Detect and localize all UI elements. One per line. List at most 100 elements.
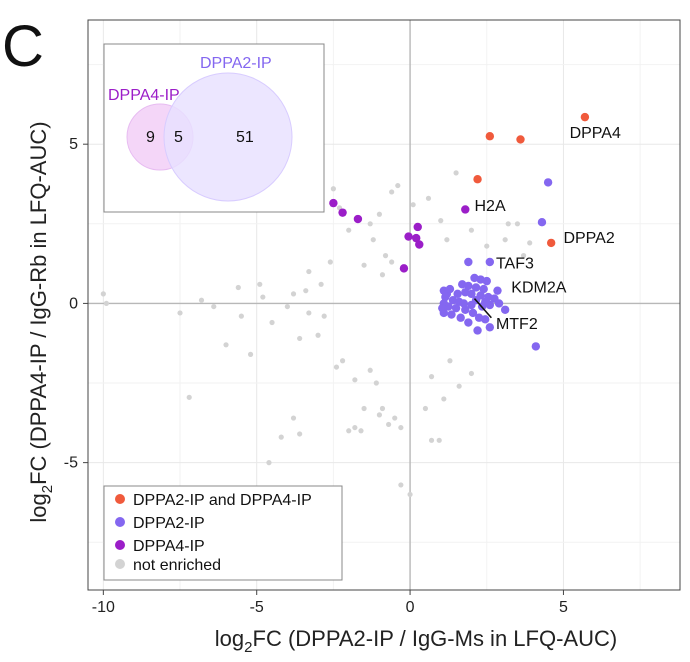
point-not_enriched [177, 310, 183, 316]
point-not_enriched [367, 221, 373, 227]
data-points [100, 112, 590, 498]
legend-label-both: DPPA2-IP and DPPA4-IP [133, 492, 312, 509]
venn-count-dppa2-only: 51 [236, 129, 254, 146]
point-not_enriched [327, 259, 333, 265]
point-not_enriched [318, 281, 324, 287]
point-dppa2 [464, 318, 473, 327]
point-dppa2 [438, 303, 447, 313]
point-not_enriched [376, 211, 382, 217]
legend-label-dppa2: DPPA2-IP [133, 515, 205, 532]
legend-frame [103, 485, 343, 581]
point-not_enriched [223, 342, 229, 348]
point-dppa2 [441, 292, 450, 302]
point-not_enriched [257, 281, 263, 287]
point-dppa2 [458, 280, 467, 289]
point-dppa4 [412, 233, 421, 243]
point-not_enriched [247, 351, 254, 357]
point-dppa4 [353, 214, 363, 224]
point-dppa2 [445, 284, 455, 294]
point-not_enriched [297, 431, 303, 437]
point-dppa2 [481, 315, 490, 324]
point-not_enriched [367, 367, 373, 373]
point-not_enriched [358, 428, 364, 434]
point-label: KDM2A [511, 279, 566, 296]
x-tick-label: -5 [250, 599, 264, 616]
point-not_enriched [410, 202, 416, 208]
point-dppa2 [485, 257, 495, 267]
x-tick-labels: -10 -5 0 5 [92, 599, 568, 616]
point-not_enriched [382, 253, 389, 259]
venn-circle-dppa2 [163, 72, 293, 202]
venn-title-dppa2: DPPA2-IP [200, 55, 272, 72]
point-dppa2 [543, 178, 553, 187]
point-dppa4 [329, 198, 338, 208]
point-not_enriched [303, 288, 309, 294]
venn-title-dppa4: DPPA4-IP [108, 87, 180, 104]
point-not_enriched [346, 428, 352, 434]
point-not_enriched [456, 383, 462, 389]
point-not_enriched [505, 221, 511, 227]
point-not_enriched [444, 237, 450, 243]
point-dppa2 [485, 323, 495, 332]
point-not_enriched [284, 303, 290, 310]
legend-marker-dppa4 [115, 540, 125, 550]
point-dppa2 [464, 257, 473, 267]
venn-count-dppa4-only: 9 [146, 129, 155, 146]
point-not_enriched [235, 284, 241, 291]
point-not_enriched [266, 460, 272, 466]
point-dppa4 [461, 205, 470, 214]
point-not_enriched [453, 170, 459, 176]
label-leader [473, 298, 492, 319]
axis-ticks [83, 143, 564, 595]
y-axis-title-rest: FC (DPPA4-IP / IgG-Rb in LFQ-AUC) [26, 121, 51, 484]
point-not_enriched [352, 377, 358, 383]
point-dppa2 [531, 342, 541, 351]
point-not_enriched [428, 437, 435, 443]
point-not_enriched [370, 237, 376, 243]
point-not_enriched [436, 437, 442, 443]
point-dppa2 [451, 303, 461, 313]
point-not_enriched [315, 332, 321, 338]
point-both [485, 132, 495, 141]
point-not_enriched [100, 291, 106, 297]
y-tick-label: 5 [69, 136, 78, 153]
y-axis-title-prefix: log [26, 493, 51, 522]
point-dppa2 [447, 310, 456, 319]
point-dppa2 [468, 308, 478, 318]
point-not_enriched [211, 303, 217, 310]
point-not_enriched [297, 335, 303, 342]
point-not_enriched [428, 374, 435, 380]
plot-frame [87, 19, 681, 591]
x-tick-label: -10 [92, 599, 115, 616]
point-not_enriched [346, 227, 352, 233]
point-not_enriched [468, 370, 475, 377]
point-label: MTF2 [496, 316, 538, 333]
legend-marker-both [115, 494, 125, 504]
point-not_enriched [198, 297, 205, 303]
point-not_enriched [330, 186, 336, 192]
point-dppa4 [338, 208, 347, 217]
point-not_enriched [379, 405, 386, 412]
venn-inset: DPPA4-IP DPPA2-IP 9 5 51 [103, 43, 325, 213]
point-not_enriched [392, 415, 398, 421]
point-dppa2 [493, 286, 502, 295]
point-not_enriched [103, 300, 110, 307]
point-not_enriched [527, 240, 533, 246]
x-axis-title-subscript: 2 [244, 639, 252, 656]
point-dppa2 [537, 218, 547, 227]
point-not_enriched [379, 272, 386, 278]
legend-marker-not-enriched [115, 559, 125, 569]
venn-count-overlap: 5 [174, 129, 183, 146]
point-not_enriched [306, 268, 312, 275]
point-dppa2 [456, 313, 465, 322]
point-not_enriched [290, 415, 297, 421]
point-not_enriched [398, 424, 404, 431]
point-not_enriched [290, 291, 297, 297]
point-dppa4 [399, 264, 409, 273]
point-dppa2 [453, 289, 462, 299]
point-not_enriched [502, 237, 508, 243]
point-not_enriched [278, 434, 284, 440]
point-not_enriched [520, 253, 527, 259]
x-tick-label: 5 [559, 599, 568, 616]
